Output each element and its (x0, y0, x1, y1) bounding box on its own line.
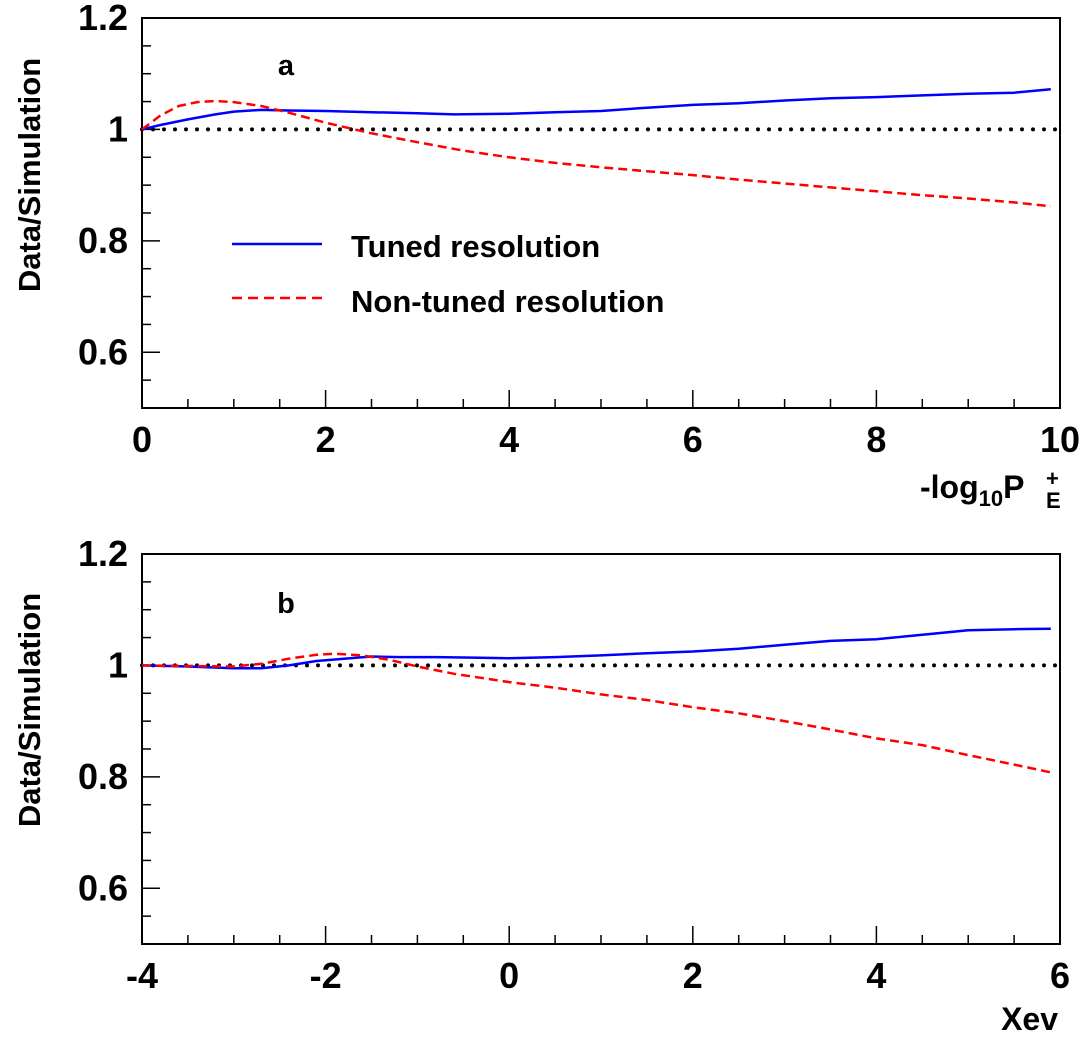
panel-a-y-tick-label: 1 (108, 108, 128, 149)
panel-a-x-tick-label: 6 (683, 419, 703, 460)
panel-a-y-tick-label: 0.6 (78, 331, 128, 372)
panel-b-x-tick-label: 2 (683, 955, 703, 996)
panel-b-x-tick-label: 6 (1050, 955, 1070, 996)
panel-b-letter: b (277, 588, 295, 620)
panel-a-x-tick-label: 10 (1040, 419, 1080, 460)
panel-b-y-tick-label: 0.8 (78, 756, 128, 797)
svg-text:-log10P: -log10P (920, 469, 1024, 511)
panel-b-ylabel: Data/Simulation (12, 593, 47, 827)
panel-b-x-tick-label: -2 (310, 955, 342, 996)
panel-a-y-tick-label: 0.8 (78, 220, 128, 261)
legend-tuned-label: Tuned resolution (351, 229, 600, 264)
panel-a-series-tuned (141, 88, 1051, 131)
panel-a-x-tick-label: 0 (132, 419, 152, 460)
panel-b-xlabel: Xev (1001, 1001, 1058, 1034)
panel-b-y-tick-label: 0.6 (78, 867, 128, 908)
panel-b-series-tuned (141, 627, 1051, 670)
panel-a-letter: a (278, 50, 295, 82)
panel-a-x-tick-label: 4 (499, 419, 519, 460)
panel-b-series-non-tuned (141, 652, 1052, 774)
panel-a-ylabel: Data/Simulation (12, 58, 47, 292)
panel-b-x-tick-label: 0 (499, 955, 519, 996)
panel-b-x-tick-label: -4 (126, 955, 158, 996)
panel-b-x-tick-label: 4 (866, 955, 886, 996)
svg-text:+: + (1046, 466, 1059, 491)
panel-a-x-tick-label: 8 (866, 419, 886, 460)
panel-a-x-tick-label: 2 (316, 419, 336, 460)
svg-text:E: E (1046, 488, 1061, 513)
panel-a: Data/Simulation a -log10P + E Tuned reso… (12, 0, 1080, 513)
panel-b: Data/Simulation b Xev -4 -2 0 2 4 6 0.6 0.8 1 1.2 (12, 533, 1070, 1037)
panel-a-series-non-tuned (141, 99, 1051, 208)
legend-nontuned-label: Non-tuned resolution (351, 284, 664, 319)
panel-b-y-tick-label: 1 (108, 644, 128, 685)
legend: Tuned resolution Non-tuned resolution (232, 229, 664, 319)
panel-a-xlabel: -log10P + E (920, 466, 1061, 513)
panel-b-y-tick-label: 1.2 (78, 533, 128, 574)
panel-a-y-tick-label: 1.2 (78, 0, 128, 38)
